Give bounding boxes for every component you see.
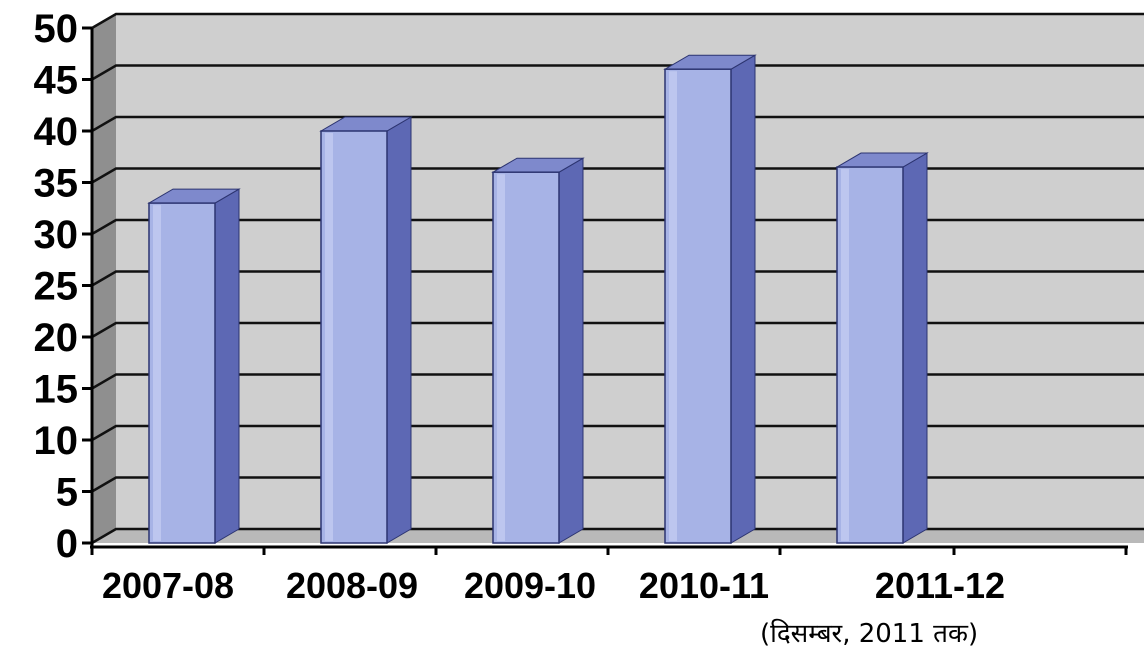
y-tick-label: 40 <box>34 110 79 154</box>
y-tick-label: 5 <box>56 471 78 515</box>
y-tick-label: 30 <box>34 213 79 257</box>
bar-highlight <box>153 205 161 541</box>
x-category-labels: 2007-08 2008-09 2009-10 2010-11 2011-12 <box>102 565 1005 606</box>
gridlines <box>91 12 1144 545</box>
bar-side <box>730 54 756 544</box>
date-note: (दिसम्बर, 2011 तक) <box>760 619 979 649</box>
y-tick-label: 15 <box>34 368 79 412</box>
x-category-label: 2010-11 <box>639 565 769 606</box>
x-category-label: 2009-10 <box>464 565 596 606</box>
gridline <box>91 167 1144 184</box>
bar-side <box>386 116 412 544</box>
gridline <box>91 218 1144 236</box>
bar-side <box>902 152 928 544</box>
bar-side <box>214 188 240 544</box>
axes <box>82 26 1128 555</box>
gridline <box>91 373 1144 390</box>
gridline <box>91 321 1144 339</box>
bar-highlight <box>497 174 505 541</box>
gridline <box>91 270 1144 287</box>
y-tick-label: 35 <box>34 162 79 206</box>
y-tick-label: 0 <box>56 522 78 566</box>
gridline <box>91 424 1144 442</box>
gridline <box>91 64 1144 81</box>
bars <box>147 54 929 544</box>
bar <box>491 157 585 544</box>
bar <box>319 116 413 544</box>
bar-highlight <box>841 169 849 542</box>
bar-highlight <box>325 133 333 541</box>
bar-highlight <box>669 71 677 541</box>
x-category-label: 2008-09 <box>286 565 418 606</box>
y-tick-labels: 0 5 10 15 20 25 30 35 40 45 50 <box>34 7 79 566</box>
bar <box>663 54 757 544</box>
y-tick-label: 45 <box>34 59 79 103</box>
y-tick-label: 50 <box>34 7 79 51</box>
x-category-label: 2011-12 <box>875 565 1005 606</box>
y-tick-label: 20 <box>34 316 79 360</box>
y-tick-label: 10 <box>34 419 79 463</box>
gridline <box>91 527 1144 545</box>
bar <box>147 188 241 544</box>
plot-background <box>92 14 1144 543</box>
floor <box>92 529 1144 543</box>
gridline <box>91 476 1144 493</box>
gridline <box>91 12 1144 30</box>
gridline <box>91 115 1144 133</box>
bar <box>835 152 929 544</box>
x-category-label: 2007-08 <box>102 565 234 606</box>
bar-side <box>558 157 584 544</box>
y-tick-label: 25 <box>34 265 79 309</box>
